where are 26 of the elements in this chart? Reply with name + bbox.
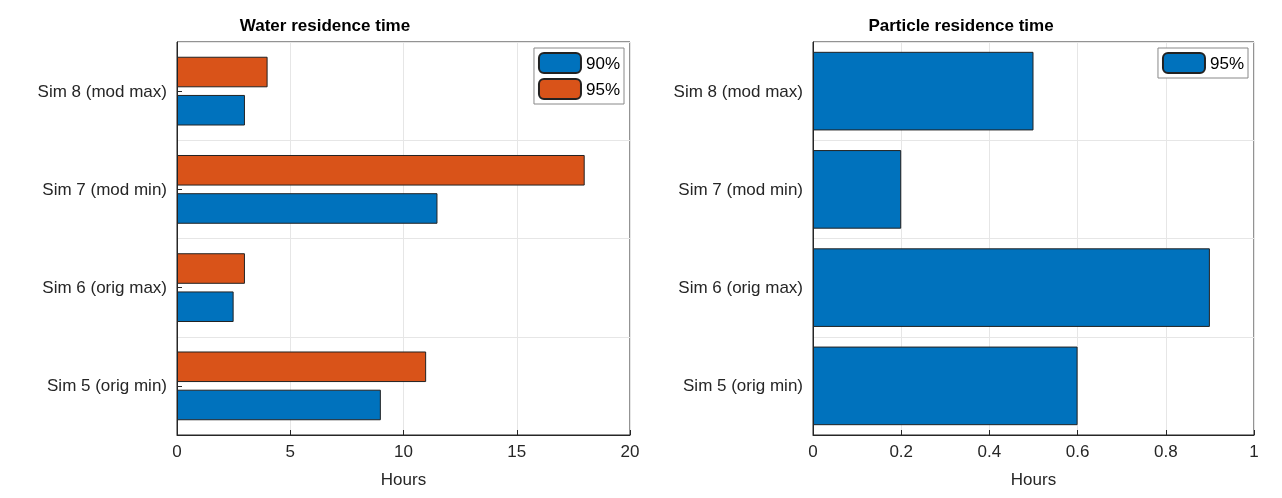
y-tick-label: Sim 8 (mod max) bbox=[37, 81, 167, 101]
y-tick-label: Sim 8 (mod max) bbox=[673, 81, 803, 101]
x-axis-title: Hours bbox=[380, 470, 427, 489]
legend-label: 90% bbox=[585, 53, 621, 73]
x-tick-label: 0.2 bbox=[889, 442, 914, 461]
x-tick-label: 0.4 bbox=[977, 442, 1002, 461]
y-tick-label: Sim 5 (orig min) bbox=[47, 376, 167, 396]
y-tick-label: Sim 7 (mod min) bbox=[42, 179, 167, 199]
x-tick-label: 0 bbox=[172, 442, 182, 461]
y-tick-label: Sim 6 (orig max) bbox=[678, 278, 803, 298]
y-tick-label: Sim 5 (orig min) bbox=[683, 376, 803, 396]
chart-title: Particle residence time bbox=[868, 16, 1054, 35]
x-tick-label: 15 bbox=[507, 442, 527, 461]
x-axis-title: Hours bbox=[1010, 470, 1057, 489]
x-tick-label: 0 bbox=[808, 442, 818, 461]
y-tick-label: Sim 7 (mod min) bbox=[678, 179, 803, 199]
x-tick-label: 5 bbox=[285, 442, 295, 461]
x-tick-label: 0.8 bbox=[1153, 442, 1178, 461]
x-tick-label: 1 bbox=[1249, 442, 1259, 461]
legend-label: 95% bbox=[1209, 53, 1245, 73]
y-tick-label: Sim 6 (orig max) bbox=[42, 278, 167, 298]
legend-label: 95% bbox=[585, 79, 621, 99]
x-tick-label: 10 bbox=[394, 442, 413, 461]
x-tick-label: 20 bbox=[620, 442, 640, 461]
chart-title: Water residence time bbox=[239, 16, 411, 35]
x-tick-label: 0.6 bbox=[1065, 442, 1090, 461]
